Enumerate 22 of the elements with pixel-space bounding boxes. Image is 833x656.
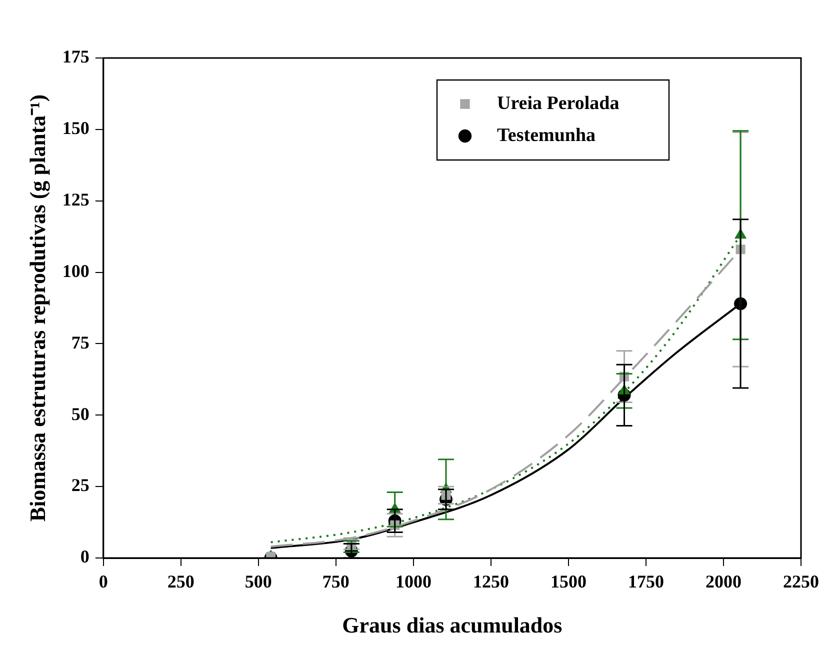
x-tick-label: 750	[322, 571, 350, 592]
y-tick-label: 0	[80, 546, 90, 567]
y-tick-label: 150	[62, 118, 90, 138]
legend-label: Ureia Perolada	[497, 92, 620, 114]
x-tick-label: 1750	[628, 571, 664, 592]
y-axis-title: Biomassa estruturas reprodutivas (g planta⁻¹)	[24, 94, 50, 522]
x-tick-label: 0	[98, 571, 108, 592]
x-axis-title: Graus dias acumulados	[342, 612, 563, 638]
x-tick-label: 2000	[705, 571, 742, 592]
x-tick-label: 250	[167, 571, 194, 592]
y-tick-label: 125	[62, 190, 90, 210]
legend-label: Testemunha	[497, 124, 596, 146]
x-tick-label: 500	[244, 571, 272, 592]
x-tick-label: 1000	[395, 571, 432, 592]
y-tick-label: 50	[71, 404, 90, 424]
y-tick-label: 100	[62, 260, 90, 281]
x-tick-label: 1250	[472, 571, 509, 592]
x-tick-label: 1500	[550, 571, 586, 592]
y-tick-label: 25	[71, 475, 90, 496]
y-tick-label: 175	[62, 46, 90, 67]
y-tick-label: 75	[71, 332, 90, 352]
x-tick-label: 2250	[783, 571, 819, 592]
